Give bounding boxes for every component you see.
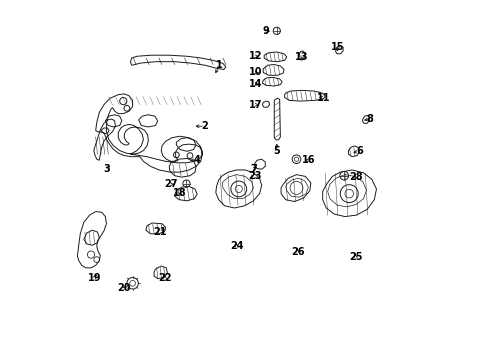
Text: 13: 13 xyxy=(295,52,308,62)
Text: 19: 19 xyxy=(88,273,101,283)
Text: 24: 24 xyxy=(229,241,243,251)
Text: 1: 1 xyxy=(216,60,223,70)
Text: 4: 4 xyxy=(193,155,200,165)
Text: 26: 26 xyxy=(290,247,304,257)
Text: 14: 14 xyxy=(248,79,262,89)
Text: 11: 11 xyxy=(316,93,329,103)
Text: 10: 10 xyxy=(248,67,262,77)
Text: 18: 18 xyxy=(173,188,186,198)
Text: 22: 22 xyxy=(158,273,171,283)
Text: 25: 25 xyxy=(348,252,362,262)
Text: 9: 9 xyxy=(262,26,269,36)
Text: 3: 3 xyxy=(103,164,110,174)
Text: 21: 21 xyxy=(153,227,166,237)
Text: 23: 23 xyxy=(247,171,261,181)
Text: 27: 27 xyxy=(164,179,177,189)
Text: 28: 28 xyxy=(348,172,362,182)
Text: 17: 17 xyxy=(248,100,262,110)
Text: 8: 8 xyxy=(366,114,373,124)
Text: 6: 6 xyxy=(355,146,362,156)
Text: 16: 16 xyxy=(302,155,315,165)
Text: 2: 2 xyxy=(201,121,208,131)
Text: 12: 12 xyxy=(248,51,262,61)
Text: 20: 20 xyxy=(118,283,131,293)
Text: 15: 15 xyxy=(330,42,344,52)
Text: 7: 7 xyxy=(249,164,256,174)
Text: 5: 5 xyxy=(273,146,280,156)
